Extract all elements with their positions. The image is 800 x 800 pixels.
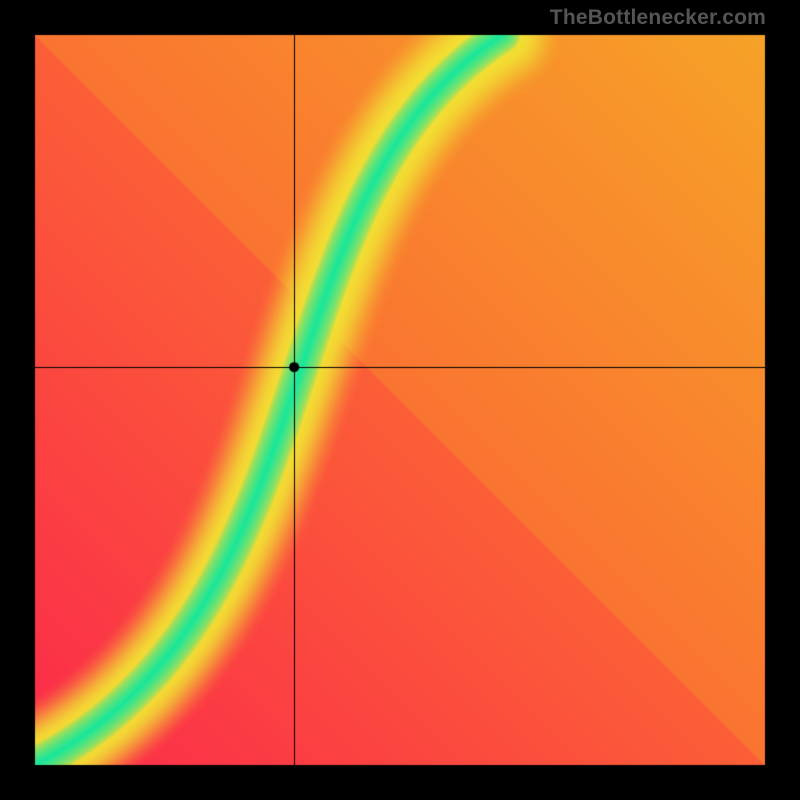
chart-container: TheBottlenecker.com: [0, 0, 800, 800]
watermark-label: TheBottlenecker.com: [550, 6, 766, 30]
bottleneck-heatmap: [0, 0, 800, 800]
